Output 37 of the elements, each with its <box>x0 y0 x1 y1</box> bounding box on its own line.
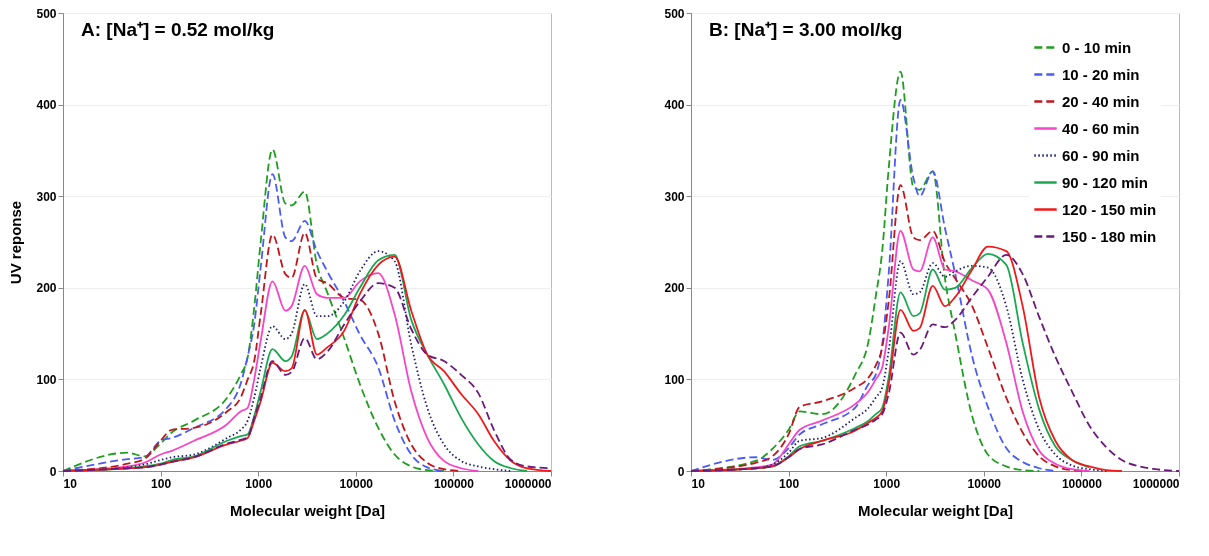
y-tick-label: 200 <box>36 281 57 296</box>
y-tick-label: 100 <box>664 372 685 387</box>
x-tick-label: 100000 <box>1061 476 1103 491</box>
legend-label: 120 - 150 min <box>1062 200 1157 218</box>
x-axis-title: Molecular weight [Da] <box>229 501 386 519</box>
y-tick-label: 500 <box>664 6 685 21</box>
y-tick-label: 0 <box>49 464 57 479</box>
y-tick-label: 300 <box>664 189 685 204</box>
chart-title: B: [Na⁺] = 3.00 mol/kg <box>709 19 903 40</box>
x-tick-label: 1000 <box>245 476 273 491</box>
y-tick-label: 0 <box>677 464 685 479</box>
x-tick-label: 10000 <box>339 476 374 491</box>
chart-title: A: [Na⁺] = 0.52 mol/kg <box>81 19 275 40</box>
legend-label: 10 - 20 min <box>1062 65 1140 83</box>
y-tick-label: 100 <box>36 372 57 387</box>
legend-label: 40 - 60 min <box>1062 119 1140 137</box>
x-tick-label: 10000 <box>967 476 1002 491</box>
x-tick-label: 100 <box>779 476 800 491</box>
legend-label: 0 - 10 min <box>1062 38 1132 56</box>
y-tick-label: 400 <box>664 98 685 113</box>
x-tick-label: 10 <box>691 476 706 491</box>
x-axis-title: Molecular weight [Da] <box>857 501 1014 519</box>
y-axis-title: UV reponse <box>7 200 25 285</box>
x-tick-label: 1000000 <box>1132 476 1180 491</box>
x-tick-label: 100 <box>151 476 172 491</box>
x-tick-label: 1000000 <box>504 476 552 491</box>
legend-label: 90 - 120 min <box>1062 173 1148 191</box>
y-tick-label: 300 <box>36 189 57 204</box>
y-tick-label: 400 <box>36 98 57 113</box>
legend-label: 60 - 90 min <box>1062 146 1140 164</box>
legend-label: 150 - 180 min <box>1062 227 1157 245</box>
x-tick-label: 100000 <box>433 476 475 491</box>
x-tick-label: 10 <box>63 476 78 491</box>
legend-label: 20 - 40 min <box>1062 92 1140 110</box>
y-tick-label: 200 <box>664 281 685 296</box>
y-tick-label: 500 <box>36 6 57 21</box>
x-tick-label: 1000 <box>873 476 901 491</box>
